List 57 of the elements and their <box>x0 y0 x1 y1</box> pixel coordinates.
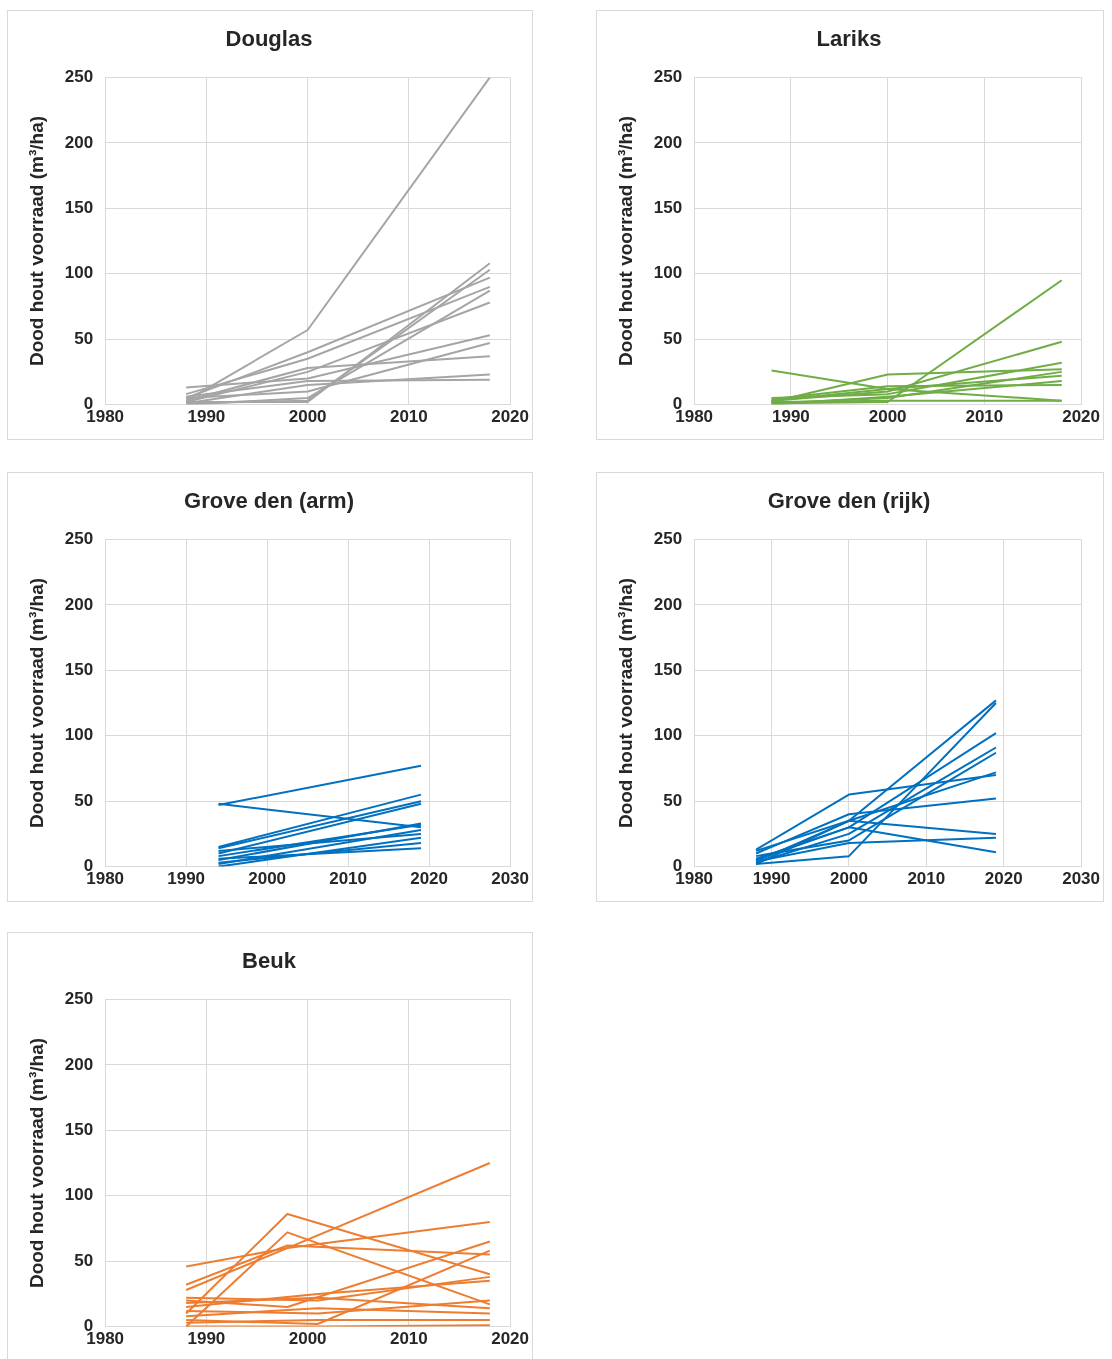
x-tick-label: 2000 <box>288 1329 327 1349</box>
x-tick-label: 2010 <box>389 1329 428 1349</box>
y-tick-label: 200 <box>64 594 94 614</box>
y-tick-label: 50 <box>74 790 94 810</box>
y-tick-label: 100 <box>653 725 683 745</box>
x-tick-label: 2020 <box>491 407 529 427</box>
y-tick-label: 250 <box>653 529 683 549</box>
y-tick-label: 200 <box>64 1054 94 1074</box>
x-tick-label: 2000 <box>288 407 327 427</box>
x-tick-label: 2010 <box>329 869 368 889</box>
y-tick-label: 100 <box>653 263 683 283</box>
x-tick-label: 2010 <box>389 407 428 427</box>
y-tick-label: 200 <box>653 132 683 152</box>
y-tick-label: 50 <box>74 328 94 348</box>
y-axis-title: Dood hout voorraad (m³/ha) <box>25 115 47 367</box>
x-tick-label: 2020 <box>491 1329 529 1349</box>
chart-title: Lariks <box>816 26 882 52</box>
y-tick-label: 150 <box>653 197 683 217</box>
y-axis-title: Dood hout voorraad (m³/ha) <box>614 577 636 829</box>
x-tick-label: 2010 <box>965 407 1004 427</box>
chart-title: Douglas <box>225 26 313 52</box>
y-tick-label: 50 <box>663 328 683 348</box>
x-tick-label: 2000 <box>248 869 287 889</box>
y-axis-title: Dood hout voorraad (m³/ha) <box>25 577 47 829</box>
y-tick-label: 150 <box>64 1119 94 1139</box>
y-tick-label: 150 <box>64 659 94 679</box>
chart-title: Grove den (arm) <box>184 488 354 514</box>
y-tick-label: 100 <box>64 725 94 745</box>
x-tick-label: 1990 <box>167 869 206 889</box>
y-axis-title: Dood hout voorraad (m³/ha) <box>25 1037 47 1289</box>
y-tick-label: 50 <box>74 1250 94 1270</box>
x-tick-label: 2010 <box>907 869 946 889</box>
y-axis-title: Dood hout voorraad (m³/ha) <box>614 115 636 367</box>
x-tick-label: 2020 <box>410 869 449 889</box>
x-tick-label: 1990 <box>187 407 226 427</box>
x-tick-label: 1990 <box>187 1329 226 1349</box>
chart-title: Grove den (rijk) <box>767 488 931 514</box>
x-tick-label: 2030 <box>1062 869 1100 889</box>
chart-title: Beuk <box>242 948 297 974</box>
x-tick-label: 1990 <box>752 869 791 889</box>
x-tick-label: 2020 <box>1062 407 1100 427</box>
y-tick-label: 150 <box>653 659 683 679</box>
y-tick-label: 250 <box>64 989 94 1009</box>
y-tick-label: 200 <box>653 594 683 614</box>
y-tick-label: 100 <box>64 263 94 283</box>
y-tick-label: 200 <box>64 132 94 152</box>
y-tick-label: 250 <box>64 529 94 549</box>
x-tick-label: 2030 <box>491 869 529 889</box>
x-tick-label: 2000 <box>868 407 907 427</box>
y-tick-label: 50 <box>663 790 683 810</box>
x-tick-label: 2020 <box>984 869 1023 889</box>
y-tick-label: 150 <box>64 197 94 217</box>
x-tick-label: 1990 <box>771 407 810 427</box>
y-tick-label: 100 <box>64 1185 94 1205</box>
y-tick-label: 250 <box>64 67 94 87</box>
y-tick-label: 250 <box>653 67 683 87</box>
x-tick-label: 2000 <box>830 869 868 889</box>
